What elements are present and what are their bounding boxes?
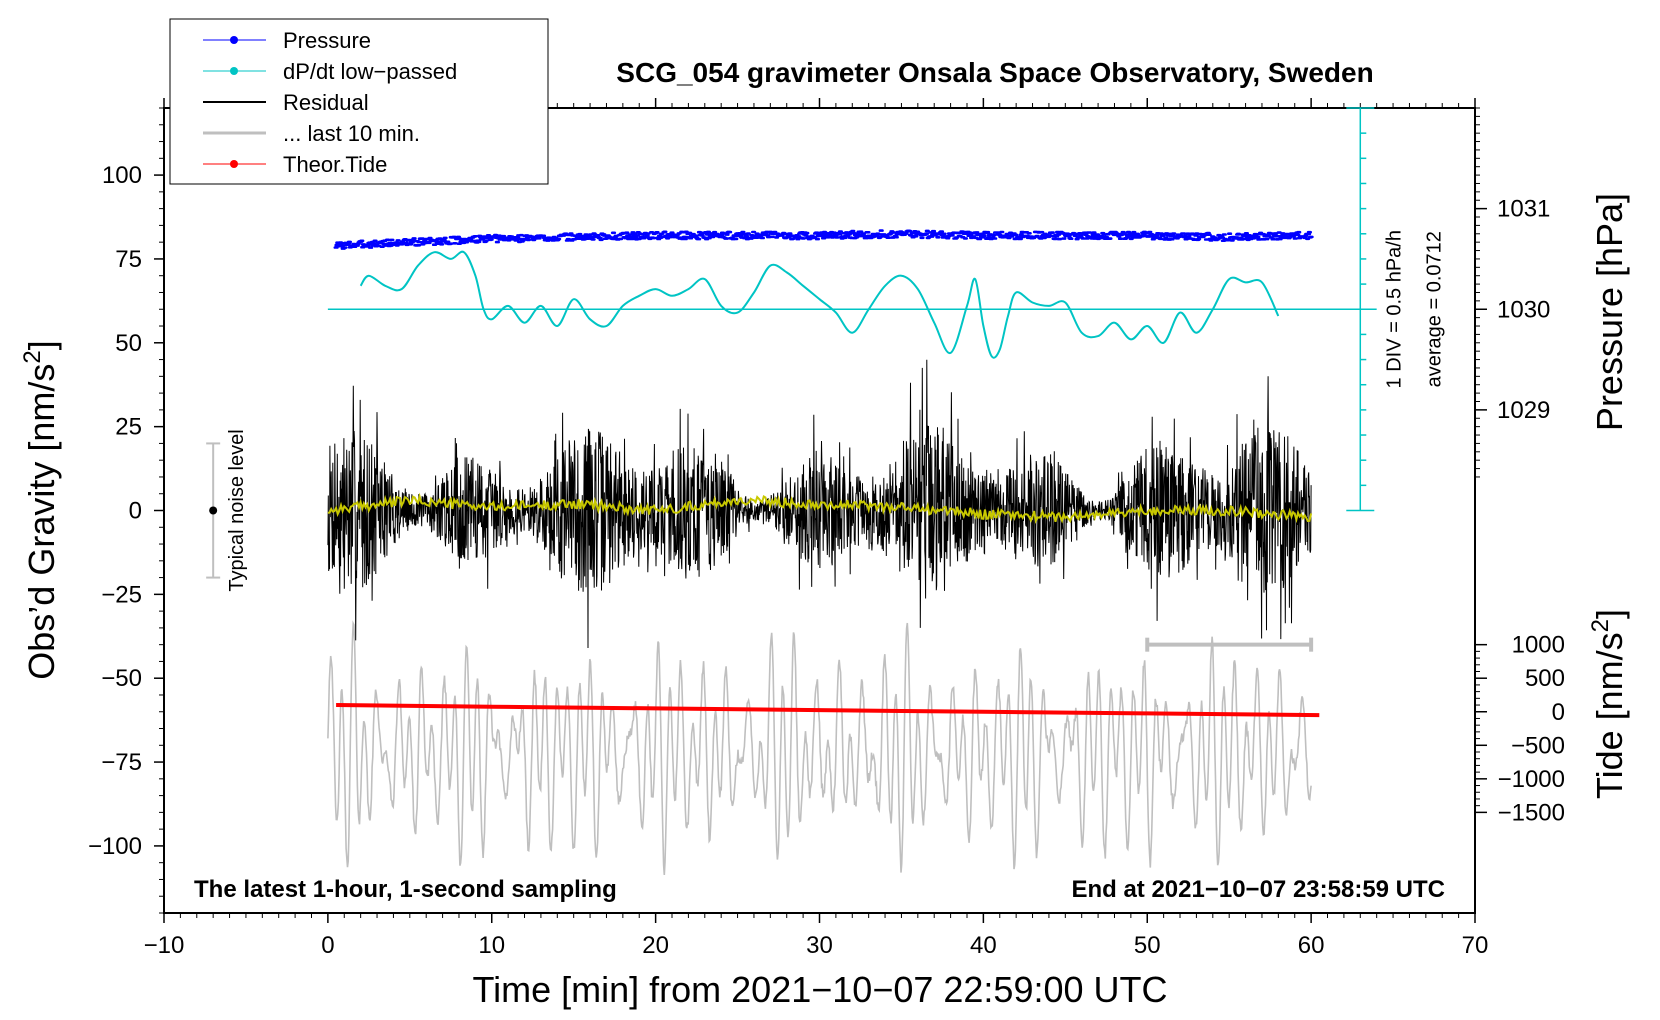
x-tick-label: 40	[970, 932, 997, 959]
y-axis-title-sup: 2	[19, 350, 46, 363]
noise-bar-point	[209, 506, 218, 515]
tide-tick-label: −1500	[1498, 799, 1565, 826]
x-tick-label: 50	[1134, 932, 1161, 959]
residual-series	[327, 359, 1312, 649]
annotation-layer: 1 DIV = 0.5 hPa/h average = 0.0712 Typical…	[206, 107, 1445, 652]
tide-axis-title-main: Tide [nm/s	[1589, 632, 1630, 799]
legend-label-0: Pressure	[283, 28, 371, 53]
tide-tick-label: −500	[1511, 732, 1565, 759]
y-tick-label: 100	[102, 162, 142, 189]
pressure-series	[333, 229, 1314, 250]
tide-tick-label: 0	[1552, 699, 1565, 726]
x-tick-label: 30	[806, 932, 833, 959]
y-tick-label: 50	[115, 330, 142, 357]
x-tick-label: 60	[1298, 932, 1325, 959]
y-tick-label: 0	[129, 498, 142, 525]
residual-smoothed-series	[327, 492, 1313, 525]
pressure-tick-label: 1029	[1497, 397, 1550, 424]
legend-label-4: Theor.Tide	[283, 152, 387, 177]
tide-axis-title-end: ]	[1589, 609, 1630, 619]
y-tick-label: 75	[115, 246, 142, 273]
tide-axis-title: Tide [nm/s2]	[1587, 609, 1630, 799]
pressure-tick-label: 1030	[1497, 296, 1550, 323]
y-axis-title-main: Obs’d Gravity [nm/s	[21, 364, 62, 680]
x-tick-label: 10	[478, 932, 505, 959]
x-tick-label: 70	[1462, 932, 1489, 959]
note-right: End at 2021−10−07 23:58:59 UTC	[1071, 876, 1445, 903]
legend-marker-0	[230, 36, 238, 44]
legend-label-1: dP/dt low−passed	[283, 59, 457, 84]
dpdt-series	[359, 250, 1280, 359]
tide-axis-title-sup: 2	[1587, 619, 1614, 632]
legend-label-2: Residual	[283, 90, 369, 115]
tide-tick-label: 500	[1525, 665, 1565, 692]
last-10-min-series	[327, 620, 1312, 875]
series-layer	[327, 229, 1377, 875]
legend-marker-4	[230, 160, 238, 168]
x-axis-title: Time [min] from 2021−10−07 22:59:00 UTC	[472, 969, 1167, 1010]
y-axis-title-end: ]	[21, 340, 62, 350]
tide-tick-label: −1000	[1498, 766, 1565, 793]
y-axis-title: Obs’d Gravity [nm/s2]	[19, 340, 62, 679]
tide-tick-label: 1000	[1512, 632, 1565, 659]
y-tick-label: 25	[115, 414, 142, 441]
y-tick-label: −50	[101, 665, 142, 692]
x-tick-label: 0	[321, 932, 334, 959]
pressure-tick-label: 1031	[1497, 196, 1550, 223]
dpdt-scale-label: 1 DIV = 0.5 hPa/h	[1383, 230, 1405, 388]
legend-label-3: ... last 10 min.	[283, 121, 420, 146]
pressure-axis-title: Pressure [hPa]	[1589, 193, 1630, 431]
note-left: The latest 1-hour, 1-second sampling	[194, 876, 617, 903]
legend-marker-1	[230, 67, 238, 75]
chart-title: SCG_054 gravimeter Onsala Space Observat…	[616, 57, 1373, 88]
x-tick-label: 20	[642, 932, 669, 959]
y-tick-label: −25	[101, 581, 142, 608]
legend: Pressure dP/dt low−passed Residual ... last…	[169, 18, 549, 185]
x-tick-label: −10	[144, 932, 185, 959]
y-tick-label: −100	[88, 833, 142, 860]
dpdt-average-label: average = 0.0712	[1423, 231, 1445, 387]
y-tick-label: −75	[101, 749, 142, 776]
axes-layer: −10 0 10 20 30 40 50 60 70−100−75−50−25025507510…	[88, 98, 1565, 959]
noise-bar-label: Typical noise level	[226, 429, 248, 591]
theoretical-tide-series	[336, 703, 1320, 718]
